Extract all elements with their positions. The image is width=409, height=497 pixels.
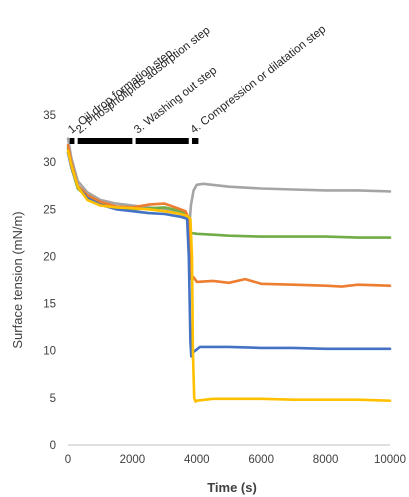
x-tick-label: 4000 [184, 454, 210, 466]
x-tick-label: 6000 [248, 454, 274, 466]
series-line-2 [66, 146, 392, 239]
x-tick-label: 2000 [120, 454, 146, 466]
y-tick-label: 15 [43, 299, 56, 311]
series-line-5 [66, 149, 392, 403]
y-tick-label: 35 [43, 110, 56, 122]
step-bar-3 [135, 138, 189, 144]
x-axis-title: Time (s) [207, 480, 257, 495]
step-bar-1 [69, 138, 75, 144]
y-tick-label: 10 [43, 346, 56, 358]
x-tick-label: 8000 [313, 454, 339, 466]
x-tick-label: 10000 [374, 454, 406, 466]
y-tick-label: 25 [43, 204, 56, 216]
y-tick-label: 0 [50, 440, 56, 452]
step-bar-2 [77, 138, 133, 144]
y-tick-label: 20 [43, 251, 56, 263]
step-bars [69, 138, 199, 144]
y-tick-label: 5 [50, 393, 56, 405]
plot-lines [66, 137, 392, 403]
y-tick-labels: 0 5 10 15 20 25 30 35 [43, 110, 56, 452]
x-tick-labels: 0 2000 4000 6000 8000 10000 [65, 454, 406, 466]
step-bar-4 [191, 138, 199, 144]
y-tick-label: 30 [43, 157, 56, 169]
series-line-4 [66, 151, 392, 358]
x-tick-label: 0 [65, 454, 71, 466]
y-axis-title: Surface tension (mN/m) [10, 211, 25, 348]
series-line-3 [66, 143, 392, 288]
